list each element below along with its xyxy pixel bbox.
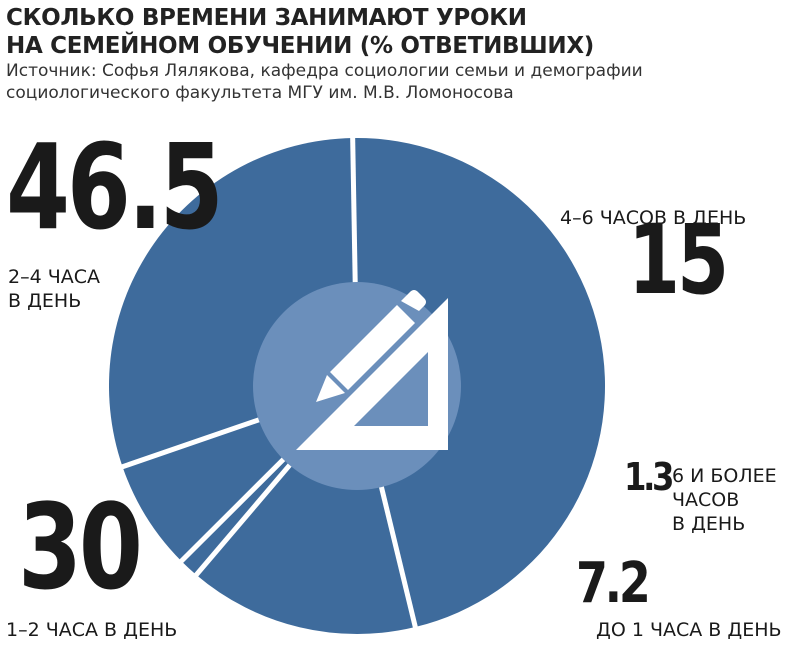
chart-title: СКОЛЬКО ВРЕМЕНИ ЗАНИМАЮТ УРОКИ НА СЕМЕЙН… — [6, 5, 594, 59]
slice-category-label: 6 И БОЛЕЕ ЧАСОВ В ДЕНЬ — [672, 465, 777, 535]
slice-value-label: 46.5 — [6, 118, 224, 256]
slice-category-label: ДО 1 ЧАСА В ДЕНЬ — [596, 619, 782, 641]
slice-value-label: 15 — [628, 204, 729, 316]
slice-category-label: 4–6 ЧАСОВ В ДЕНЬ — [560, 207, 747, 229]
slice-value-label: 7.2 — [576, 551, 651, 616]
slice-value-label: 1.3 — [624, 455, 674, 499]
pencil-and-triangle-ruler-icon — [296, 290, 448, 450]
slice-category-label: 1–2 ЧАСА В ДЕНЬ — [6, 619, 178, 641]
slice-category-label: 2–4 ЧАСА В ДЕНЬ — [8, 266, 101, 312]
slice-value-label: 30 — [18, 478, 143, 616]
pie-slice — [352, 138, 606, 628]
chart-source: Источник: Софья Лялякова, кафедра социол… — [6, 61, 643, 103]
